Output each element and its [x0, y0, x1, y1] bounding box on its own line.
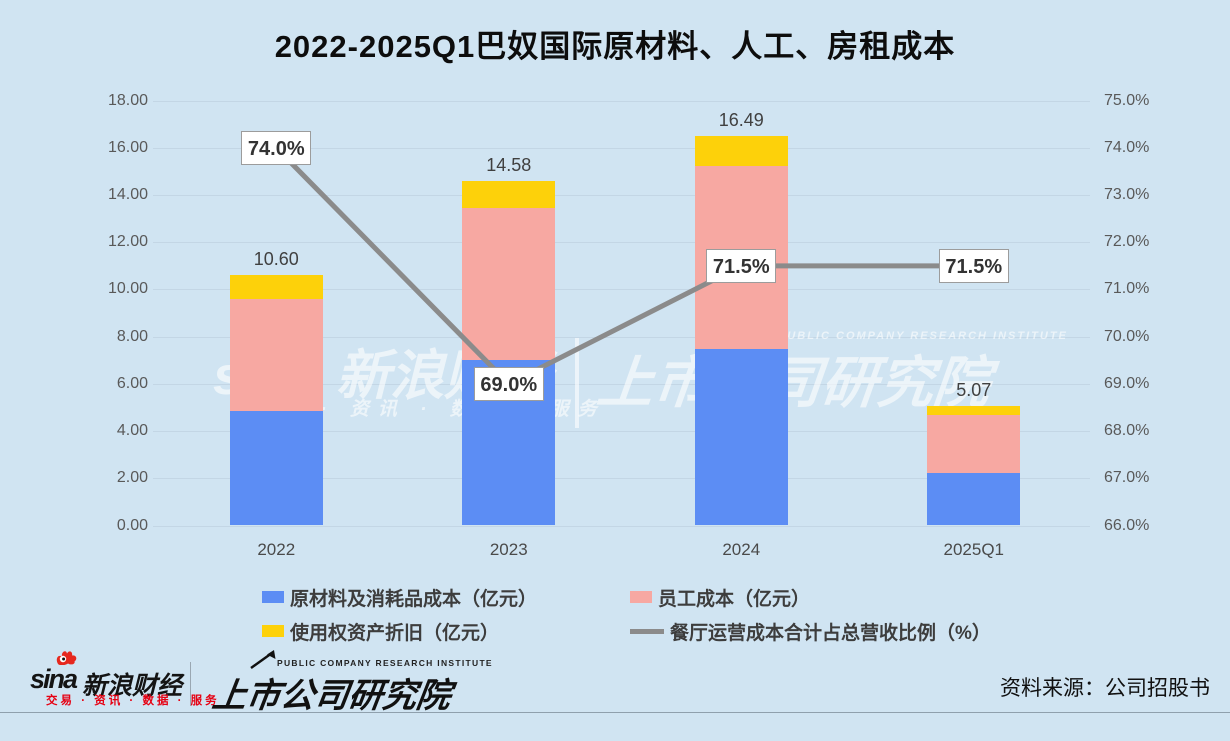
gridline [153, 100, 1090, 102]
source-text: 资料来源：公司招股书 [1000, 677, 1210, 700]
ratio-label: 69.0% [473, 366, 544, 401]
legend-label-raw-materials: 原材料及消耗品成本（亿元） [290, 588, 538, 610]
y-axis-left-tick: 8.00 [116, 327, 148, 345]
legend-swatch-raw-materials [262, 591, 284, 603]
institute-wordmark: 上市公司研究院 [209, 677, 454, 715]
bar-segment-right-of-use-depreciation [462, 181, 556, 209]
y-axis-left-tick: 0.00 [116, 516, 148, 534]
y-axis-right-tick: 73.0% [1104, 186, 1150, 204]
bar-segment-staff-cost [462, 208, 556, 360]
bar-total-label: 10.60 [253, 249, 299, 270]
x-axis-label: 2022 [257, 540, 296, 559]
gridline [153, 431, 1090, 433]
gridline [153, 383, 1090, 385]
ratio-label: 74.0% [241, 130, 312, 165]
ratio-label: 71.5% [938, 248, 1009, 283]
gridline [153, 478, 1090, 480]
bar-segment-staff-cost [927, 414, 1021, 473]
x-axis-label: 2025Q1 [943, 540, 1005, 559]
y-axis-left-tick: 10.00 [107, 280, 148, 298]
x-axis-label: 2024 [722, 540, 761, 559]
legend-item-staff-cost: 员工成本（亿元） [630, 584, 810, 610]
bar-segment-right-of-use-depreciation [694, 136, 788, 166]
y-axis-left-tick: 6.00 [116, 374, 148, 392]
y-axis-left-tick: 14.00 [107, 186, 148, 204]
bar-total-label: 16.49 [718, 110, 764, 131]
legend-item-right-of-use-depreciation: 使用权资产折旧（亿元） [262, 618, 499, 644]
y-axis-right-tick: 66.0% [1104, 516, 1150, 534]
sina-finance-wordmark: 新浪财经 [82, 672, 183, 700]
footer-rule [0, 712, 1230, 713]
legend-item-cost-ratio: 餐厅运营成本合计占总营收比例（%） [630, 618, 991, 644]
sina-wordmark: sina [30, 664, 78, 694]
y-axis-left-tick: 2.00 [116, 469, 148, 487]
legend-label-staff-cost: 员工成本（亿元） [658, 588, 811, 610]
bar-total-label: 14.58 [486, 155, 532, 176]
gridline [153, 289, 1090, 291]
bar-segment-raw-materials [927, 472, 1021, 526]
bar-segment-staff-cost [229, 299, 323, 412]
legend-item-raw-materials: 原材料及消耗品成本（亿元） [262, 584, 537, 610]
ratio-label: 71.5% [706, 248, 777, 283]
gridline [153, 147, 1090, 149]
bar-segment-right-of-use-depreciation [229, 275, 323, 300]
sina-tagline: 交易 · 资讯 · 数据 · 服务 [46, 695, 220, 707]
y-axis-right-tick: 75.0% [1104, 91, 1150, 109]
y-axis-right-tick: 70.0% [1104, 327, 1150, 345]
watermark-divider [575, 338, 579, 428]
legend-label-cost-ratio: 餐厅运营成本合计占总营收比例（%） [670, 622, 991, 644]
y-axis-right-tick: 72.0% [1104, 233, 1150, 251]
gridline [153, 336, 1090, 338]
gridline [153, 525, 1090, 527]
institute-arrow-icon [250, 650, 276, 670]
legend-swatch-right-of-use-depreciation [262, 625, 284, 637]
y-axis-left-tick: 12.00 [107, 233, 148, 251]
y-axis-right-tick: 71.0% [1104, 280, 1150, 298]
bar-total-label: 5.07 [956, 379, 992, 400]
footer-logo-divider [190, 662, 191, 706]
y-axis-right-tick: 67.0% [1104, 469, 1150, 487]
legend-swatch-staff-cost [630, 591, 652, 603]
bar-segment-raw-materials [229, 411, 323, 526]
y-axis-left-tick: 18.00 [107, 91, 148, 109]
y-axis-right-tick: 68.0% [1104, 422, 1150, 440]
bar-segment-raw-materials [694, 348, 788, 526]
legend-label-right-of-use-depreciation: 使用权资产折旧（亿元） [290, 622, 500, 644]
y-axis-right-tick: 69.0% [1104, 374, 1150, 392]
y-axis-right-tick: 74.0% [1104, 138, 1150, 156]
watermark-institute-english: PUBLIC COMPANY RESEARCH INSTITUTE [778, 330, 1068, 342]
x-axis-label: 2023 [489, 540, 528, 559]
y-axis-left-tick: 16.00 [107, 138, 148, 156]
y-axis-left-tick: 4.00 [116, 422, 148, 440]
gridline [153, 242, 1090, 244]
legend-swatch-cost-ratio [630, 628, 664, 634]
sina-flame-icon [56, 651, 77, 665]
gridline [153, 195, 1090, 197]
institute-english-label: PUBLIC COMPANY RESEARCH INSTITUTE [277, 658, 493, 668]
bar-segment-right-of-use-depreciation [927, 405, 1021, 415]
chart-title: 2022-2025Q1巴奴国际原材料、人工、房租成本 [274, 29, 956, 64]
